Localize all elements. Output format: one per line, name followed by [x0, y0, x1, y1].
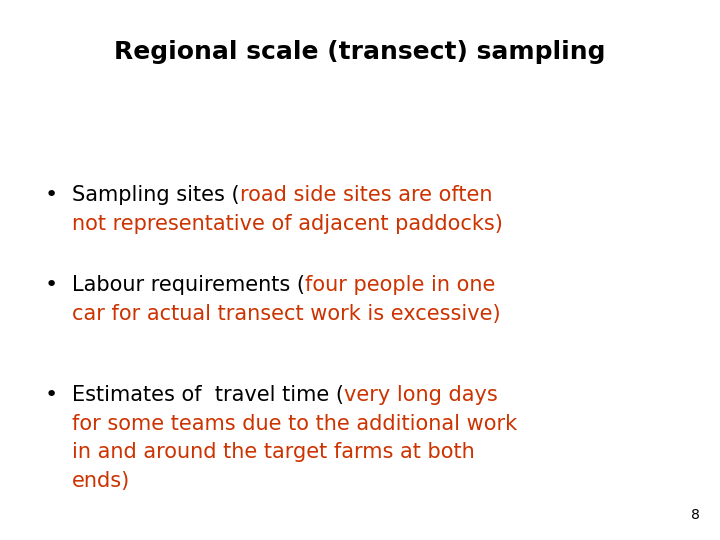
- Text: Regional scale (transect) sampling: Regional scale (transect) sampling: [114, 40, 606, 64]
- Text: •: •: [45, 275, 58, 295]
- Text: •: •: [45, 385, 58, 405]
- Text: •: •: [45, 185, 58, 205]
- Text: for some teams due to the additional work: for some teams due to the additional wor…: [72, 414, 517, 434]
- Text: ends): ends): [72, 471, 130, 491]
- Text: Labour requirements (: Labour requirements (: [72, 275, 305, 295]
- Text: road side sites are often: road side sites are often: [240, 185, 492, 205]
- Text: not representative of adjacent paddocks): not representative of adjacent paddocks): [72, 214, 503, 234]
- Text: 8: 8: [691, 508, 700, 522]
- Text: car for actual transect work is excessive): car for actual transect work is excessiv…: [72, 303, 500, 324]
- Text: in and around the target farms at both: in and around the target farms at both: [72, 442, 474, 462]
- Text: very long days: very long days: [344, 385, 498, 405]
- Text: four people in one: four people in one: [305, 275, 495, 295]
- Text: Estimates of  travel time (: Estimates of travel time (: [72, 385, 344, 405]
- Text: Sampling sites (: Sampling sites (: [72, 185, 240, 205]
